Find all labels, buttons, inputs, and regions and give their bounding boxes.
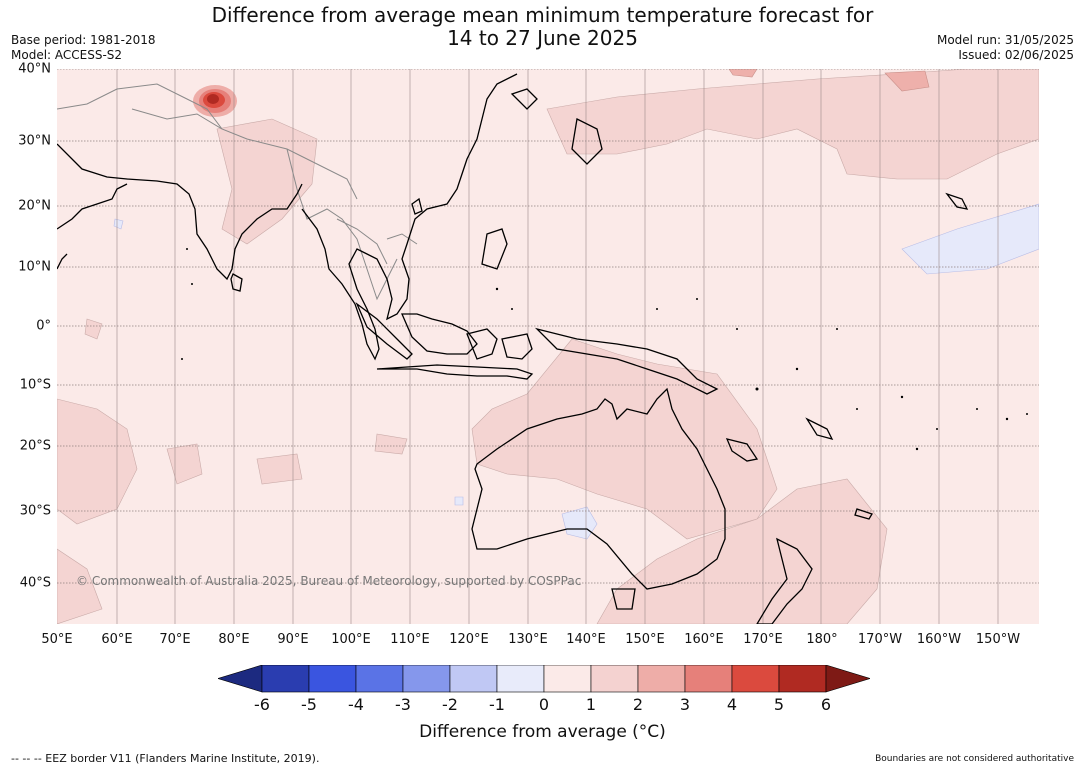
- lat-label-20s: 20°S: [19, 438, 51, 454]
- colorbar-segment: [778, 664, 827, 693]
- colorbar-segment: [261, 664, 310, 693]
- lon-label-140e: 140°E: [566, 632, 606, 647]
- colorbar-extend-low: [216, 664, 263, 693]
- colorbar-segment: [684, 664, 733, 693]
- anomaly-2-3-regions: [728, 69, 930, 92]
- lon-label-120e: 120°E: [449, 632, 489, 647]
- colorbar-segment: [731, 664, 780, 693]
- lat-label-10n: 10°N: [18, 259, 51, 275]
- colorbar-tick-label: 4: [726, 695, 738, 714]
- colorbar-tick-label: 5: [773, 695, 785, 714]
- colorbar-segment: [543, 664, 592, 693]
- eez-border-note: -- -- -- EEZ border V11 (Flanders Marine…: [11, 752, 320, 765]
- meta-right: Model run: 31/05/2025 Issued: 02/06/2025: [937, 33, 1074, 63]
- lat-label-30s: 30°S: [19, 503, 51, 519]
- colorbar-tick-label: 6: [820, 695, 832, 714]
- title-line-1: Difference from average mean minimum tem…: [211, 3, 874, 27]
- lon-label-160e: 160°E: [684, 632, 724, 647]
- anomaly-1-2-regions: [57, 69, 1039, 624]
- anomaly-negative-regions: [113, 203, 1039, 540]
- colorbar-segment: [496, 664, 545, 693]
- lat-label-40s: 40°S: [19, 575, 51, 591]
- coastlines: [57, 73, 969, 624]
- colorbar-segments: [216, 664, 872, 693]
- colorbar-tick-label: -1: [489, 695, 505, 714]
- boundaries-disclaimer: Boundaries are not considered authoritat…: [875, 754, 1074, 764]
- colorbar-tick-label: -2: [442, 695, 458, 714]
- lon-label-170w: 170°W: [857, 632, 903, 647]
- colorbar-segment: [449, 664, 498, 693]
- lon-label-60e: 60°E: [101, 632, 133, 647]
- colorbar-segment: [308, 664, 357, 693]
- meridians: [116, 69, 999, 624]
- model-run-text: Model run: 31/05/2025: [936, 33, 1074, 47]
- lat-label-20n: 20°N: [18, 198, 51, 214]
- lon-label-170e: 170°E: [743, 632, 783, 647]
- colorbar-tick-label: 1: [585, 695, 597, 714]
- lon-label-150e: 150°E: [625, 632, 665, 647]
- colorbar: [216, 664, 872, 697]
- title-line-2: 14 to 27 June 2025: [447, 26, 638, 50]
- model-text: Model: ACCESS-S2: [11, 48, 123, 62]
- lon-label-110e: 110°E: [390, 632, 430, 647]
- lat-label-40n: 40°N: [18, 61, 51, 77]
- colorbar-svg: [216, 664, 872, 693]
- meta-left: Base period: 1981-2018 Model: ACCESS-S2: [11, 33, 156, 63]
- colorbar-segment: [590, 664, 639, 693]
- lat-label-30n: 30°N: [18, 133, 51, 149]
- colorbar-segment: [355, 664, 404, 693]
- base-period-text: Base period: 1981-2018: [11, 33, 156, 47]
- lon-label-90e: 90°E: [277, 632, 309, 647]
- islands: [181, 248, 1028, 451]
- colorbar-extend-high: [825, 664, 872, 693]
- lat-label-0: 0°: [36, 318, 51, 334]
- colorbar-tick-label: -3: [395, 695, 411, 714]
- anomaly-hotspot: [193, 85, 237, 117]
- map-panel: [57, 69, 1039, 624]
- lat-label-10s: 10°S: [19, 377, 51, 393]
- map-title: Difference from average mean minimum tem…: [0, 4, 1085, 50]
- lon-label-130e: 130°E: [508, 632, 548, 647]
- issued-text: Issued: 02/06/2025: [958, 48, 1074, 62]
- copyright-text: © Commonwealth of Australia 2025, Bureau…: [76, 574, 582, 588]
- colorbar-tick-label: -4: [348, 695, 364, 714]
- lon-label-70e: 70°E: [159, 632, 191, 647]
- colorbar-tick-label: -5: [301, 695, 317, 714]
- colorbar-tick-label: 0: [538, 695, 550, 714]
- lon-label-160w: 160°W: [916, 632, 962, 647]
- colorbar-label: Difference from average (°C): [419, 722, 666, 742]
- lon-label-150w: 150°W: [975, 632, 1021, 647]
- colorbar-segment: [637, 664, 686, 693]
- colorbar-tick-label: 3: [679, 695, 691, 714]
- lon-label-80e: 80°E: [218, 632, 250, 647]
- country-borders: [57, 83, 418, 301]
- lon-label-50e: 50°E: [41, 632, 73, 647]
- colorbar-tick-label: 2: [632, 695, 644, 714]
- lon-label-180: 180°: [806, 632, 838, 647]
- lon-label-100e: 100°E: [331, 632, 371, 647]
- colorbar-tick-label: -6: [254, 695, 270, 714]
- colorbar-segment: [402, 664, 451, 693]
- map-canvas: [57, 69, 1039, 624]
